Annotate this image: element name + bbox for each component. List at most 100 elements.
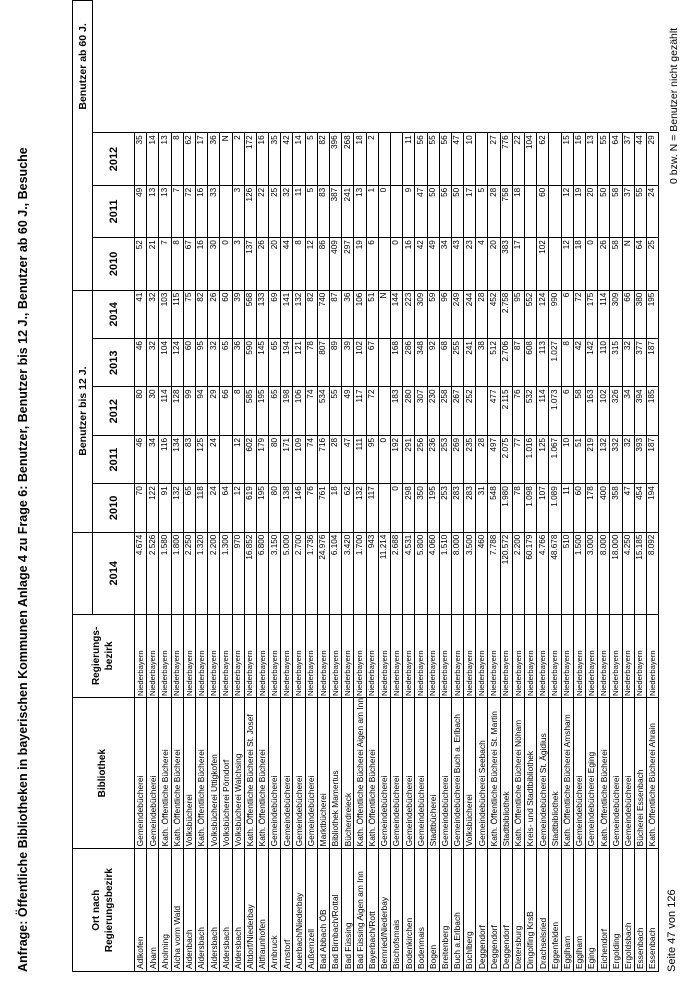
group-header-row: Ort nach Regierungsbezirk Bibliothek Reg…	[72, 0, 135, 972]
value-cell: 4.766	[536, 532, 549, 615]
bibliothek-cell: Marktbücherei	[317, 697, 330, 849]
table-row: Deggendorf Gemeindebücherei Seebach Nieder…	[475, 1, 488, 972]
bezirk-cell: Niederbayern	[219, 614, 232, 698]
value-cell: 3	[232, 237, 245, 291]
year-header-ab60-2011: 2011	[92, 185, 135, 238]
year-header-bis12-2013: 2013	[92, 338, 135, 387]
value-cell: 65	[268, 338, 281, 387]
value-cell: 280	[402, 386, 415, 436]
bezirk-cell: Niederbayern	[487, 614, 501, 698]
value-cell: 58	[573, 386, 586, 436]
value-cell: N	[622, 237, 635, 291]
value-cell: 195	[427, 483, 440, 533]
value-cell: 67	[366, 338, 379, 387]
value-cell: 43	[451, 237, 464, 291]
value-cell: 26	[597, 237, 610, 291]
clipped-edge-cell	[232, 1, 244, 133]
value-cell: 27	[487, 132, 501, 186]
clipped-edge-cell	[427, 1, 439, 133]
value-cell	[219, 185, 232, 238]
bibliothek-cell: Kath. Öffentliche Bücherei Ahrain	[646, 697, 659, 849]
value-cell: 87	[512, 338, 525, 387]
value-cell: 38	[475, 338, 488, 387]
value-cell: 253	[439, 435, 452, 484]
value-cell: 307	[414, 386, 427, 436]
value-cell: 4	[475, 237, 488, 291]
ort-cell: Egglham	[561, 848, 574, 972]
clipped-edge-cell	[378, 1, 390, 133]
bezirk-cell: Niederbayern	[573, 614, 586, 698]
value-cell: 16	[195, 185, 208, 238]
year-header-bis12-2012: 2012	[92, 386, 135, 436]
value-cell: 11	[402, 132, 415, 186]
value-cell: 219	[585, 435, 598, 484]
value-cell: 60	[183, 338, 196, 387]
value-cell: 56	[439, 132, 452, 186]
value-cell: 619	[244, 483, 257, 533]
value-cell: 4.674	[134, 532, 147, 615]
ort-header-line1: Ort nach	[91, 889, 102, 931]
value-cell: 568	[244, 290, 257, 339]
value-cell: 2.526	[146, 532, 159, 615]
value-cell: 95	[366, 435, 379, 484]
value-cell: 2.700	[292, 532, 306, 615]
clipped-edge-cell	[183, 1, 195, 133]
value-cell: 95	[195, 338, 208, 387]
year-header-bis12-2010: 2010	[92, 483, 135, 533]
bezirk-cell: Niederbayern	[646, 614, 659, 698]
value-cell: 25	[646, 237, 659, 291]
value-cell: 28	[487, 185, 501, 238]
clipped-edge-cell	[147, 1, 159, 133]
value-cell	[524, 237, 537, 291]
value-cell: 124	[171, 338, 184, 387]
value-cell: 1.300	[219, 532, 232, 615]
value-cell: 175	[585, 290, 598, 339]
value-cell: 409	[329, 237, 342, 291]
value-cell: 142	[585, 338, 598, 387]
value-cell: 510	[561, 532, 574, 615]
value-cell: 183	[390, 386, 403, 436]
bezirk-cell: Niederbayern	[329, 614, 342, 698]
year-header-ab60-2012: 2012	[92, 132, 135, 186]
value-cell: 115	[171, 290, 184, 339]
value-cell: 1.027	[548, 338, 562, 387]
ort-cell: Essenbach	[646, 848, 659, 972]
value-cell: 62	[536, 132, 549, 186]
table-row: Essenbach Kath. Öffentliche Bücherei Ahra…	[646, 1, 659, 972]
value-cell: 44	[280, 237, 293, 291]
ort-cell: Aldersbach	[207, 848, 220, 972]
value-cell: 1.500	[573, 532, 586, 615]
bibliothek-cell: Gemeindebücherei Eging	[585, 697, 598, 849]
table-row: Eichendorf Kath. Öffentliche Bücherei Nied…	[597, 1, 610, 972]
value-cell: 2.200	[512, 532, 525, 615]
bibliothek-cell: Gemeindebücherei	[292, 697, 306, 849]
bibliothek-cell: Gemeindebücherei	[378, 697, 391, 849]
bibliothek-cell: Bibliothek Mamertus	[329, 697, 342, 849]
clipped-edge-cell	[500, 1, 512, 133]
clipped-edge-cell	[439, 1, 451, 133]
bezirk-cell: Niederbayern	[512, 614, 525, 698]
table-row: Auerbach/Niederbay Gemeindebücherei Nieder…	[292, 1, 306, 972]
value-cell: 26	[207, 290, 220, 339]
value-cell: 602	[244, 435, 257, 484]
value-cell: 3.500	[463, 532, 476, 615]
clipped-edge-cell	[354, 1, 366, 133]
value-cell: 1.510	[439, 532, 452, 615]
value-cell: 30	[207, 237, 220, 291]
value-cell: 114	[536, 386, 549, 436]
page-title: Anfrage: Öffentliche Bibliotheken in bay…	[16, 147, 30, 972]
table-row: Bad Füssing Aigen am Inn Kath. Öffentlich…	[353, 1, 367, 972]
bibliothek-cell: Stadtbibliothek	[548, 697, 562, 849]
value-cell: 37	[622, 185, 635, 238]
table-row: Arnstorf Gemeindebücherei Niederbayern 5.00…	[280, 1, 293, 972]
value-cell: 70	[134, 483, 147, 533]
table-row: Aldersbach Kath. Öffentliche Bücherei Nied…	[195, 1, 208, 972]
value-cell	[378, 132, 391, 186]
ort-cell: Auerbach/Niederbay	[292, 848, 306, 972]
value-cell: 8	[561, 338, 574, 387]
value-cell: 512	[487, 338, 501, 387]
value-cell: 608	[524, 338, 537, 387]
value-cell: 187	[646, 435, 659, 484]
page-number: Seite 47 von 126	[666, 889, 678, 972]
bibliothek-cell: Gemeindebücherei	[414, 697, 427, 849]
